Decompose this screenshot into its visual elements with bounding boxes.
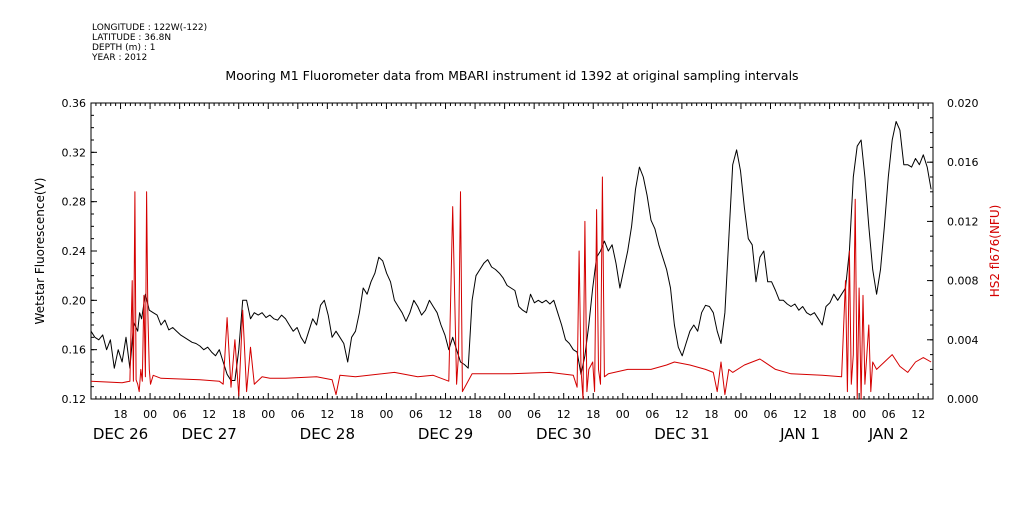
x-hour-label: 00 (379, 408, 393, 421)
series-line-hs2 (90, 176, 932, 400)
y-tick-label-left: 0.16 (62, 344, 87, 357)
x-hour-label: 12 (320, 408, 334, 421)
x-hour-label: 12 (911, 408, 925, 421)
y-tick-label-right: 0.020 (947, 97, 979, 110)
y-tick-label-left: 0.20 (62, 294, 87, 307)
y-tick-label-right: 0.008 (947, 275, 979, 288)
x-hour-label: 12 (793, 408, 807, 421)
x-hour-label: 06 (645, 408, 659, 421)
x-day-label: DEC 27 (181, 425, 236, 443)
y-axis-label-left: Wetstar Fluorescence(V) (33, 178, 47, 325)
y-tick-label-left: 0.12 (62, 393, 87, 406)
y-tick-label-left: 0.28 (62, 196, 87, 209)
axis-layer: 0.12 0.16 0.20 0.24 0.28 0.32 0.36 0.000 0.004 0.… (62, 97, 979, 443)
y-tick-label-right: 0.016 (947, 156, 979, 169)
latitude-label: LATITUDE : 36.8N (92, 33, 171, 43)
x-hour-label: 12 (675, 408, 689, 421)
x-hour-label: 18 (704, 408, 718, 421)
x-hour-label: 00 (616, 408, 630, 421)
x-day-label: JAN 2 (868, 425, 909, 443)
chart-title: Mooring M1 Fluorometer data from MBARI i… (225, 68, 798, 83)
y-tick-label-left: 0.36 (62, 97, 87, 110)
x-day-label: DEC 28 (300, 425, 355, 443)
x-hour-label: 18 (114, 408, 128, 421)
x-day-label: DEC 30 (536, 425, 591, 443)
x-hour-label: 06 (764, 408, 778, 421)
x-hour-label: 18 (350, 408, 364, 421)
x-day-label: JAN 1 (779, 425, 820, 443)
x-hour-label: 06 (409, 408, 423, 421)
y-tick-label-right: 0.004 (947, 334, 979, 347)
x-day-label: DEC 29 (418, 425, 473, 443)
x-hour-label: 00 (261, 408, 275, 421)
depth-label: DEPTH (m) : 1 (92, 43, 155, 53)
x-hour-label: 06 (527, 408, 541, 421)
x-hour-label: 00 (143, 408, 157, 421)
y-axis-label-right: HS2 fl676(NFU) (988, 205, 1002, 298)
y-tick-label-right: 0.012 (947, 215, 979, 228)
y-tick-label-left: 0.24 (62, 245, 87, 258)
y-tick-label-left: 0.32 (62, 146, 87, 159)
series-line-wetstar (90, 121, 932, 381)
x-hour-label: 18 (586, 408, 600, 421)
x-hour-label: 00 (852, 408, 866, 421)
longitude-label: LONGITUDE : 122W(-122) (92, 23, 207, 33)
x-hour-label: 06 (173, 408, 187, 421)
x-hour-label: 00 (498, 408, 512, 421)
x-hour-label: 12 (439, 408, 453, 421)
x-hour-label: 18 (232, 408, 246, 421)
x-hour-label: 12 (557, 408, 571, 421)
plot-frame (90, 102, 934, 400)
x-hour-label: 18 (468, 408, 482, 421)
x-hour-label: 06 (882, 408, 896, 421)
x-hour-label: 12 (202, 408, 216, 421)
series-layer (90, 121, 932, 400)
x-hour-label: 06 (291, 408, 305, 421)
x-hour-label: 00 (734, 408, 748, 421)
year-label: YEAR : 2012 (91, 53, 147, 63)
y-tick-label-right: 0.000 (947, 393, 979, 406)
x-day-label: DEC 26 (93, 425, 148, 443)
x-day-label: DEC 31 (654, 425, 709, 443)
x-hour-label: 18 (823, 408, 837, 421)
